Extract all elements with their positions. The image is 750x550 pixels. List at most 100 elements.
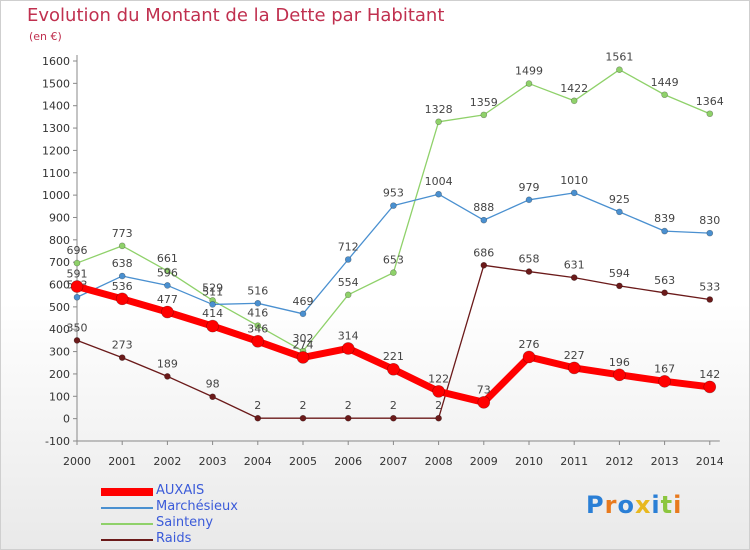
data-label-sainteny: 696 (67, 244, 88, 257)
x-tick-label: 2000 (63, 455, 91, 468)
chart-subtitle: (en €) (29, 30, 62, 43)
data-label-sainteny: 773 (112, 227, 133, 240)
data-label-march-sieux: 839 (654, 212, 675, 225)
y-tick-label: 1300 (42, 122, 70, 135)
data-point-raids (570, 274, 578, 281)
data-label-sainteny: 1561 (605, 51, 633, 64)
data-label-sainteny: 554 (338, 276, 359, 289)
data-label-sainteny: 661 (157, 252, 178, 265)
y-tick-label: 0 (63, 413, 70, 426)
data-label-auxais: 196 (609, 356, 630, 369)
logo-letter: i (651, 491, 661, 519)
legend-item-sainteny: Sainteny (101, 515, 301, 532)
data-label-raids: 273 (112, 339, 133, 352)
data-label-sainteny: 1359 (470, 96, 498, 109)
data-point-auxais (703, 380, 717, 394)
data-label-auxais: 122 (428, 372, 449, 385)
x-tick-label: 2010 (515, 455, 543, 468)
legend-item-march-sieux: Marchésieux (101, 499, 301, 516)
y-tick-label: 500 (49, 301, 70, 314)
data-point-raids (118, 354, 126, 361)
data-label-auxais: 221 (383, 350, 404, 363)
legend-swatch (101, 539, 153, 541)
logo-letter: t (660, 491, 674, 519)
y-tick-label: 700 (49, 256, 70, 269)
data-label-raids: 350 (67, 321, 88, 334)
data-point-sainteny (118, 242, 126, 250)
data-point-raids (209, 393, 216, 401)
data-label-auxais: 477 (157, 293, 178, 306)
data-label-march-sieux: 953 (383, 187, 404, 200)
data-point-auxais (296, 351, 310, 364)
data-label-auxais: 314 (338, 329, 359, 342)
data-label-raids: 2 (254, 399, 261, 412)
x-tick-label: 2003 (199, 455, 227, 468)
data-point-auxais (251, 335, 265, 348)
x-tick-label: 2008 (425, 455, 453, 468)
data-point-auxais (522, 350, 536, 364)
data-label-march-sieux: 1010 (560, 174, 588, 187)
data-point-auxais (341, 342, 355, 355)
data-point-sainteny (706, 110, 714, 118)
data-label-march-sieux: 888 (473, 201, 494, 214)
data-point-march-sieux (118, 272, 126, 280)
data-label-auxais: 346 (247, 322, 268, 335)
data-point-sainteny (254, 322, 262, 329)
data-label-march-sieux: 712 (338, 240, 359, 253)
data-point-march-sieux (706, 229, 714, 237)
logo-letter: o (617, 491, 635, 519)
data-point-auxais (387, 362, 400, 376)
data-point-raids (480, 262, 488, 269)
y-tick-label: 100 (49, 390, 70, 403)
data-point-march-sieux (616, 208, 623, 216)
data-point-auxais (477, 396, 491, 409)
logo-letter: x (634, 491, 652, 519)
data-point-sainteny (616, 66, 623, 74)
data-point-auxais (432, 385, 445, 398)
data-point-raids (73, 337, 81, 344)
data-point-auxais (613, 368, 626, 382)
data-label-sainteny: 1499 (515, 65, 543, 78)
data-label-raids: 2 (390, 399, 397, 412)
x-tick-label: 2009 (470, 455, 498, 468)
data-label-raids: 631 (564, 259, 585, 272)
data-label-march-sieux: 979 (519, 181, 540, 194)
legend-item-auxais: AUXAIS (101, 483, 301, 500)
data-point-auxais (70, 280, 84, 293)
data-point-raids (299, 414, 307, 422)
x-tick-label: 2004 (244, 455, 272, 468)
data-point-sainteny (390, 269, 397, 276)
logo-letter: i (673, 491, 683, 519)
legend-swatch (101, 507, 153, 509)
y-tick-label: 400 (49, 323, 70, 336)
y-tick-label: 1600 (42, 55, 70, 68)
x-tick-label: 2005 (289, 455, 317, 468)
x-tick-label: 2001 (108, 455, 136, 468)
legend-label: Sainteny (156, 515, 214, 530)
x-tick-label: 2011 (560, 455, 588, 468)
data-point-sainteny (570, 97, 578, 105)
data-point-raids (435, 414, 442, 422)
data-label-march-sieux: 925 (609, 193, 630, 206)
y-tick-label: 900 (49, 211, 70, 224)
data-label-sainteny: 1364 (696, 95, 724, 108)
data-label-sainteny: 1422 (560, 82, 588, 95)
legend-swatch (101, 488, 153, 496)
y-tick-label: 300 (49, 346, 70, 359)
data-label-march-sieux: 511 (202, 285, 223, 298)
data-point-sainteny (344, 291, 352, 299)
data-point-march-sieux (525, 196, 533, 204)
data-label-march-sieux: 638 (112, 257, 133, 270)
data-label-auxais: 73 (477, 383, 491, 396)
data-label-auxais: 536 (112, 280, 133, 293)
data-label-raids: 533 (699, 281, 720, 294)
data-label-sainteny: 302 (293, 332, 314, 345)
data-point-raids (616, 282, 623, 290)
data-point-march-sieux (480, 216, 488, 224)
legend-label: Marchésieux (156, 499, 238, 514)
data-label-raids: 594 (609, 267, 630, 280)
data-label-raids: 2 (345, 399, 352, 412)
legend-swatch (101, 523, 153, 525)
data-point-sainteny (73, 259, 81, 267)
